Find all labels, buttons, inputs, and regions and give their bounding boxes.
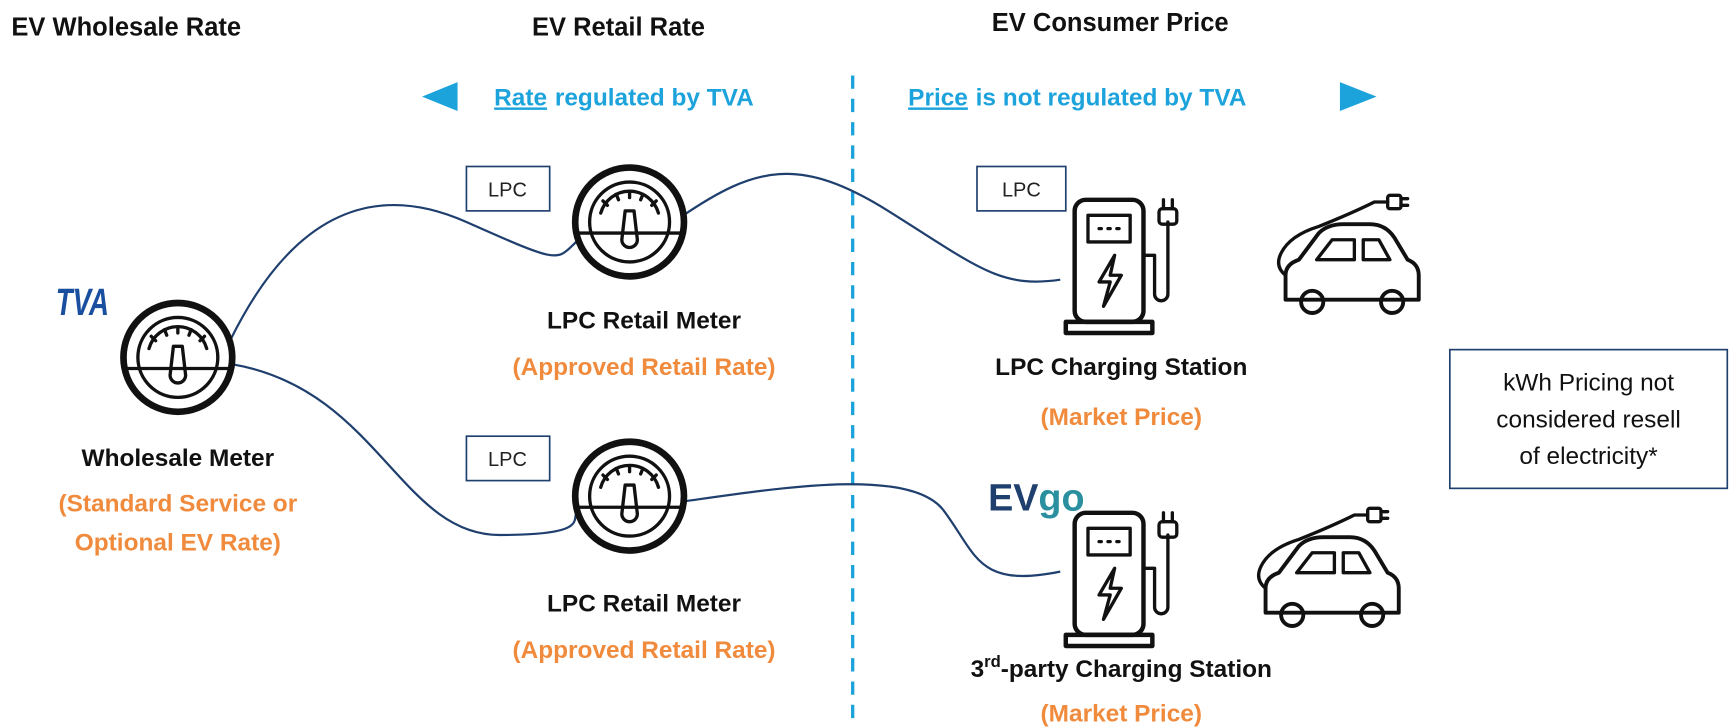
rate-label: Optional EV Rate) [75, 530, 281, 557]
rate-label: (Approved Retail Rate) [512, 354, 775, 381]
wire [230, 203, 581, 340]
tva-logo: TVA [56, 281, 109, 323]
meter-label: LPC Retail Meter [547, 308, 741, 335]
tag-box [465, 165, 551, 212]
logo-part: go [1038, 477, 1084, 519]
keyword: Price [908, 84, 968, 111]
tag: LPC [488, 449, 527, 471]
label-part: 3 [971, 656, 985, 683]
wire [230, 362, 581, 537]
car-icon [1256, 506, 1401, 628]
tag: LPC [488, 179, 527, 201]
tag-box [976, 165, 1067, 212]
header: EV Retail Rate [532, 14, 705, 42]
label-part: -party Charging Station [1001, 656, 1272, 683]
meter-icon [123, 303, 232, 412]
tag-box [465, 435, 551, 482]
superscript: rd [984, 652, 1001, 671]
evgo-logo: EVgo [988, 477, 1084, 519]
rest: is not regulated by TVA [976, 84, 1247, 111]
header: EV Consumer Price [992, 9, 1229, 37]
rate-label: (Standard Service or [58, 491, 297, 518]
note-line: considered resell [1496, 406, 1681, 433]
regulation-left: Rate regulated by TVA [494, 84, 754, 111]
wire [681, 483, 1061, 577]
price-label: (Market Price) [1041, 404, 1202, 431]
meter-icon [575, 168, 684, 277]
rest: regulated by TVA [555, 84, 754, 111]
arrow-left [422, 82, 458, 111]
note-box [1448, 348, 1729, 490]
regulation-right: Price is not regulated by TVA [908, 84, 1246, 111]
note-line: of electricity* [1519, 443, 1658, 470]
meter-label: Wholesale Meter [82, 445, 275, 472]
meter-icon [575, 442, 684, 551]
header: EV Wholesale Rate [11, 14, 241, 42]
tag: LPC [1002, 179, 1041, 201]
note-line: kWh Pricing not [1503, 370, 1674, 397]
station-icon [1066, 513, 1177, 646]
rate-label: (Approved Retail Rate) [512, 637, 775, 664]
car-icon [1276, 193, 1421, 315]
logo-part: EV [988, 477, 1038, 519]
wire [681, 172, 1061, 283]
station-label: 3rd-party Charging Station [971, 652, 1272, 683]
station-label: LPC Charging Station [995, 354, 1247, 381]
meter-label: LPC Retail Meter [547, 591, 741, 618]
arrow-right [1339, 82, 1377, 111]
keyword: Rate [494, 84, 547, 111]
station-icon [1066, 200, 1177, 333]
price-label: (Market Price) [1041, 700, 1202, 727]
